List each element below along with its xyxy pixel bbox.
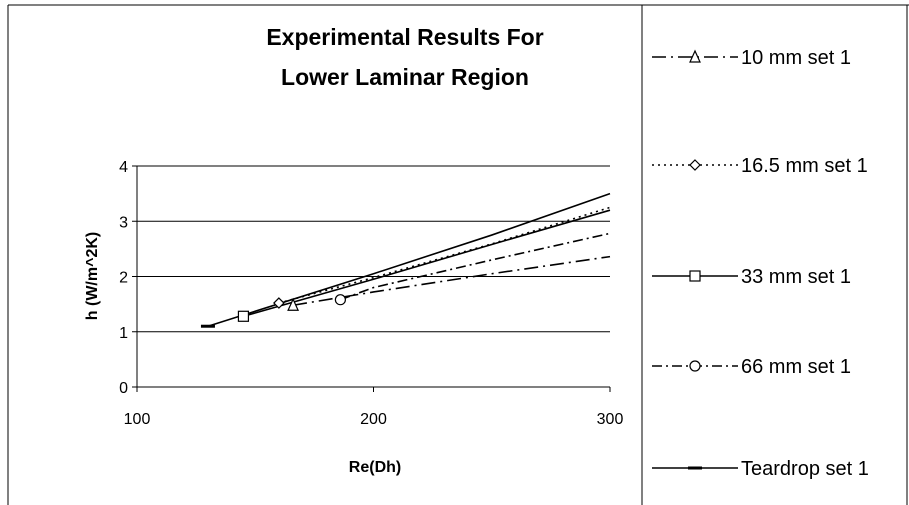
legend-marker-1 (689, 49, 701, 63)
data-point-marker-4 (334, 294, 346, 306)
x-tick-labels: 100 200 300 (124, 411, 624, 428)
legend-marker-4 (689, 360, 701, 372)
legend-marker-3 (689, 270, 701, 282)
series-line-2 (278, 206, 611, 304)
data-point-marker-2 (273, 297, 285, 309)
gridlines (137, 165, 610, 333)
y-tick-labels: 0 1 2 3 4 (119, 159, 128, 397)
legend: 10 mm set 1 16.5 mm set 1 33 mm set 1 66 mm… (652, 47, 869, 480)
y-tick-label: 0 (119, 380, 128, 397)
y-tick-label: 4 (119, 159, 128, 176)
legend-marker-2 (689, 159, 701, 171)
legend-label-2: 16.5 mm set 1 (741, 155, 868, 177)
x-tick-label: 100 (124, 411, 151, 428)
series-lines (207, 192, 611, 327)
chart-title-line-2: Lower Laminar Region (281, 64, 529, 90)
series-line-3 (243, 209, 611, 318)
chart-title-line-1: Experimental Results For (266, 24, 543, 50)
series-line-4 (340, 232, 611, 301)
legend-label-5: Teardrop set 1 (741, 458, 869, 480)
y-tick-label: 1 (119, 325, 128, 342)
data-point-marker-1 (287, 297, 300, 311)
y-tick-label: 2 (119, 270, 128, 287)
axes (132, 165, 611, 392)
legend-label-4: 66 mm set 1 (741, 356, 851, 378)
y-tick-label: 3 (119, 214, 128, 231)
series-line-1 (292, 255, 611, 307)
x-tick-label: 300 (597, 411, 624, 428)
data-point-marker-3 (237, 310, 250, 322)
legend-label-1: 10 mm set 1 (741, 47, 851, 69)
series-markers (200, 294, 346, 328)
y-axis-label: h (W/m^2K) (84, 232, 101, 320)
series-line-5 (207, 192, 611, 327)
legend-label-3: 33 mm set 1 (741, 266, 851, 288)
x-tick-label: 200 (360, 411, 387, 428)
x-axis-label: Re(Dh) (349, 459, 401, 476)
